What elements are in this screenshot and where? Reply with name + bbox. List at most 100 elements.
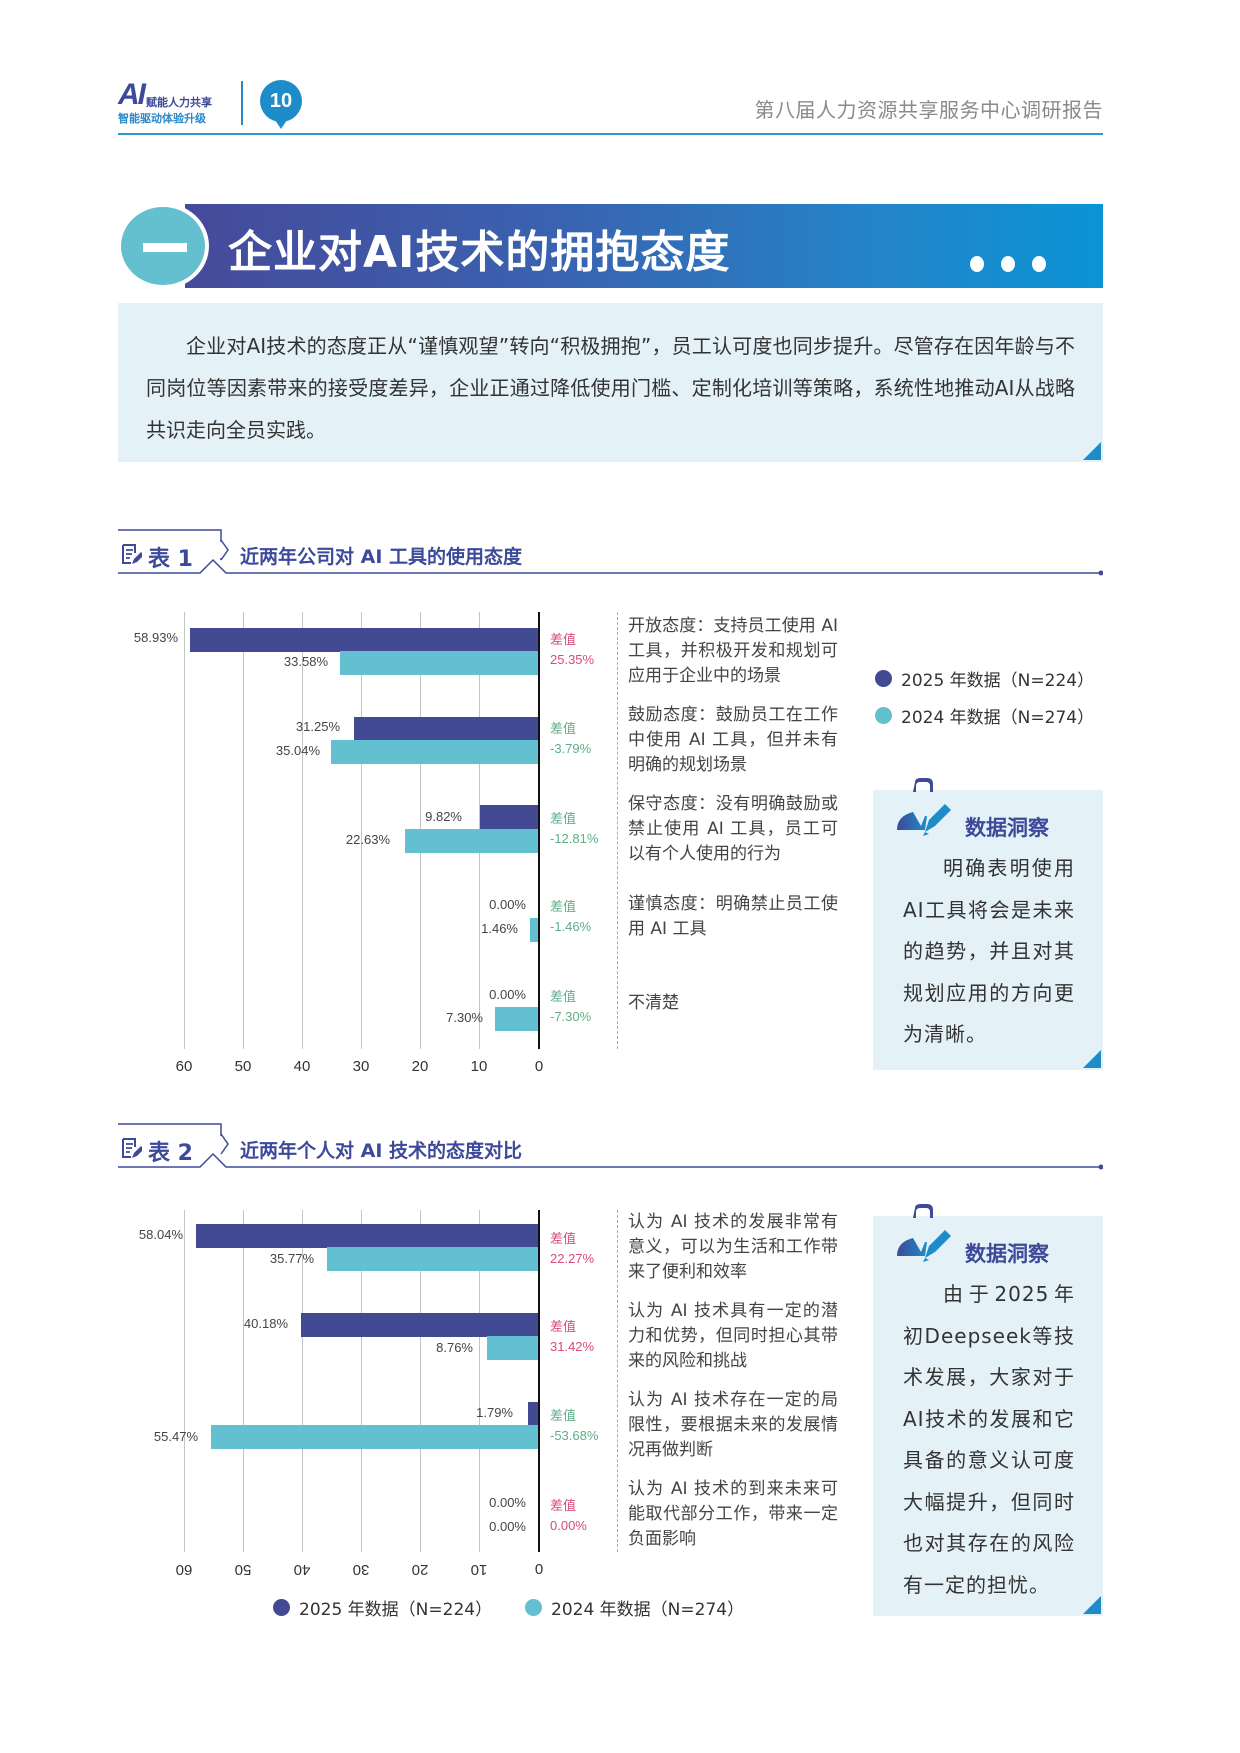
value-label: 58.93% bbox=[133, 630, 178, 645]
section-title: 企业对AI技术的拥抱态度 bbox=[228, 227, 731, 278]
insight-text: 明确表明使用AI工具将会是未来的趋势，并且对其规划应用的方向更为清晰。 bbox=[903, 856, 1075, 1046]
x-tick: 50 bbox=[234, 1561, 252, 1578]
x-tick: 30 bbox=[352, 1561, 370, 1578]
category-label: 认为 AI 技术存在一定的局限性，要根据未来的发展情况再做判断 bbox=[628, 1390, 838, 1460]
value-label: 55.47% bbox=[153, 1429, 198, 1444]
legend-2025: 2025 年数据（N=224） bbox=[875, 666, 1094, 691]
insight-title: 数据洞察 bbox=[965, 816, 1049, 840]
bar-2025-meaningful bbox=[196, 1224, 538, 1248]
document-pen-icon bbox=[122, 1138, 142, 1158]
diff-label: 差值 25.35% bbox=[550, 632, 595, 667]
axis-zero-line bbox=[538, 1210, 540, 1552]
value-label: 1.79% bbox=[476, 1405, 513, 1420]
x-tick: 10 bbox=[470, 1058, 488, 1075]
legend-2024: 2024 年数据（N=274） bbox=[875, 703, 1094, 728]
legend-2024: 2024 年数据（N=274） bbox=[525, 1595, 744, 1620]
corner-fold-icon bbox=[1083, 1596, 1101, 1614]
corner-fold-icon bbox=[1083, 442, 1101, 460]
bar-2025-limited bbox=[528, 1402, 538, 1426]
table1-header: 表 1 近两年公司对 AI 工具的使用态度 bbox=[118, 528, 1103, 578]
table-header-frame bbox=[118, 1123, 1103, 1170]
diff-label: 差值 -12.81% bbox=[550, 811, 599, 846]
x-tick: 50 bbox=[234, 1058, 252, 1075]
gridline-60 bbox=[184, 1210, 185, 1552]
diff-label: 差值 31.42% bbox=[550, 1319, 595, 1354]
diff-label: 差值 0.00% bbox=[550, 1498, 587, 1533]
header-rule bbox=[118, 133, 1103, 135]
gridline-60 bbox=[184, 612, 185, 1049]
section-banner bbox=[185, 204, 1103, 288]
gridline-10 bbox=[479, 1210, 480, 1552]
insight-title: 数据洞察 bbox=[965, 1242, 1049, 1266]
logo-mark: AI bbox=[118, 78, 146, 111]
report-title: 第八届人力资源共享服务中心调研报告 bbox=[754, 98, 1103, 122]
table1-title: 近两年公司对 AI 工具的使用态度 bbox=[240, 546, 523, 568]
bar-2025-encourage bbox=[354, 717, 538, 741]
value-label: 0.00% bbox=[489, 1519, 526, 1534]
category-label: 开放态度：支持员工使用 AI 工具，并积极开发和规划可应用于企业中的场景 bbox=[628, 616, 838, 686]
bar-2025-conservative bbox=[480, 805, 538, 829]
x-tick: 40 bbox=[293, 1058, 311, 1075]
category-label: 不清楚 bbox=[628, 993, 679, 1013]
category-label: 鼓励态度：鼓励员工在工作中使用 AI 工具，但并未有明确的规划场景 bbox=[628, 705, 838, 775]
bar-2024-open bbox=[340, 651, 538, 675]
diff-label: 差值 -1.46% bbox=[550, 899, 592, 934]
x-tick: 0 bbox=[534, 1058, 544, 1075]
bar-2024-conservative bbox=[405, 829, 538, 853]
legend-dot-icon bbox=[525, 1599, 542, 1616]
gridline-40 bbox=[302, 612, 303, 1049]
page-number-badge: 10 bbox=[260, 80, 302, 129]
value-label: 0.00% bbox=[489, 987, 526, 1002]
corner-fold-icon bbox=[1083, 1050, 1101, 1068]
value-label: 35.04% bbox=[275, 743, 320, 758]
separator-dashed bbox=[617, 1210, 618, 1552]
bar-2024-unclear bbox=[495, 1007, 538, 1031]
bar-2024-meaningful bbox=[327, 1247, 538, 1271]
diff-label: 差值 -53.68% bbox=[550, 1408, 599, 1443]
intro-box: 企业对AI技术的态度正从“谨慎观望”转向“积极拥抱”，员工认可度也同步提升。尽管… bbox=[118, 303, 1103, 462]
x-tick: 60 bbox=[175, 1561, 193, 1578]
x-tick: 40 bbox=[293, 1561, 311, 1578]
gridline-30 bbox=[361, 612, 362, 1049]
value-label: 8.76% bbox=[436, 1340, 473, 1355]
logo-line2: 智能驱动体验升级 bbox=[118, 112, 206, 125]
insight-box-1: 数据洞察 明确表明使用AI工具将会是未来的趋势，并且对其规划应用的方向更为清晰。 bbox=[873, 778, 1103, 1070]
diff-label: 差值 -3.79% bbox=[550, 721, 592, 756]
category-label: 保守态度：没有明确鼓励或禁止使用 AI 工具，员工可以有个人使用的行为 bbox=[628, 794, 838, 864]
value-label: 1.46% bbox=[481, 921, 518, 936]
legend-dot-icon bbox=[875, 707, 892, 724]
value-label: 35.77% bbox=[269, 1251, 314, 1266]
value-label: 0.00% bbox=[489, 897, 526, 912]
separator-dashed bbox=[617, 612, 618, 1049]
x-tick: 0 bbox=[534, 1561, 544, 1578]
logo-line1: 赋能人力共享 bbox=[146, 96, 212, 109]
bar-2024-encourage bbox=[331, 740, 538, 764]
table-header-frame bbox=[118, 529, 1103, 576]
table1-label: 表 1 bbox=[148, 547, 193, 572]
analyst-person-icon bbox=[897, 1204, 951, 1262]
value-label: 33.58% bbox=[283, 654, 328, 669]
value-label: 31.25% bbox=[295, 719, 340, 734]
x-tick: 20 bbox=[411, 1561, 429, 1578]
gridline-20 bbox=[420, 1210, 421, 1552]
gridline-40 bbox=[302, 1210, 303, 1552]
insight-box-2: 数据洞察 由于2025年初Deepseek等技术发展，大家对于AI技术的发展和它… bbox=[873, 1204, 1103, 1616]
report-logo: AI 赋能人力共享 智能驱动体验升级 bbox=[118, 78, 228, 128]
x-tick: 10 bbox=[470, 1561, 488, 1578]
value-label: 9.82% bbox=[425, 809, 462, 824]
document-pen-icon bbox=[122, 544, 142, 564]
gridline-50 bbox=[243, 1210, 244, 1552]
x-tick: 60 bbox=[175, 1058, 193, 1075]
gridline-30 bbox=[361, 1210, 362, 1552]
value-label: 22.63% bbox=[345, 832, 390, 847]
x-tick: 20 bbox=[411, 1058, 429, 1075]
x-tick: 30 bbox=[352, 1058, 370, 1075]
category-label: 谨慎态度：明确禁止员工使用 AI 工具 bbox=[628, 894, 838, 939]
intro-text: 企业对AI技术的态度正从“谨慎观望”转向“积极拥抱”，员工认可度也同步提升。尽管… bbox=[146, 334, 1075, 442]
table2-label: 表 2 bbox=[148, 1141, 193, 1166]
value-label: 58.04% bbox=[138, 1227, 183, 1242]
section-number-icon bbox=[117, 203, 209, 289]
bar-2025-open bbox=[190, 628, 538, 652]
axis-zero-line bbox=[538, 612, 540, 1049]
legend-dot-icon bbox=[875, 670, 892, 687]
